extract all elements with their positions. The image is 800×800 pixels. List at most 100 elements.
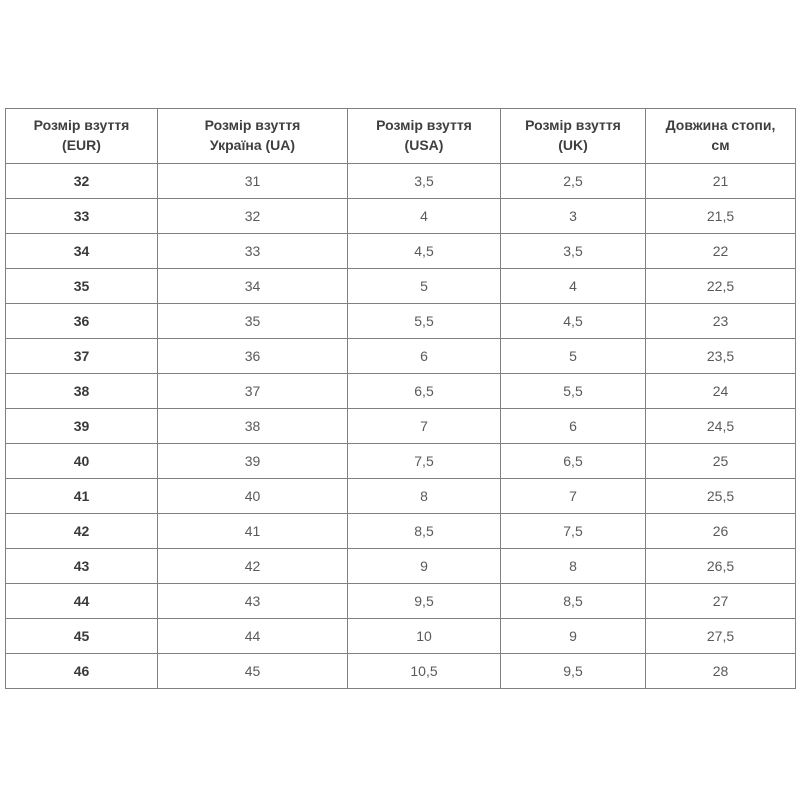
table-cell: 7 bbox=[500, 478, 646, 514]
table-cell: 23 bbox=[645, 303, 796, 339]
column-header-line: см bbox=[711, 137, 730, 153]
table-cell: 4 bbox=[500, 268, 646, 304]
table-cell: 2,5 bbox=[500, 163, 646, 199]
table-cell: 41 bbox=[157, 513, 348, 549]
table-cell: 7 bbox=[347, 408, 501, 444]
table-cell: 35 bbox=[157, 303, 348, 339]
table-cell: 7,5 bbox=[347, 443, 501, 479]
table-row: 38 37 6,5 5,5 24 bbox=[5, 373, 796, 409]
table-row: 34 33 4,5 3,5 22 bbox=[5, 233, 796, 269]
table-row: 32 31 3,5 2,5 21 bbox=[5, 163, 796, 199]
table-cell: 40 bbox=[5, 443, 158, 479]
table-cell: 34 bbox=[5, 233, 158, 269]
table-cell: 46 bbox=[5, 653, 158, 689]
table-cell: 25,5 bbox=[645, 478, 796, 514]
table-cell: 45 bbox=[5, 618, 158, 654]
table-cell: 6 bbox=[347, 338, 501, 374]
table-cell: 8 bbox=[347, 478, 501, 514]
table-cell: 22,5 bbox=[645, 268, 796, 304]
column-header: Розмір взуття Україна (UA) bbox=[157, 108, 348, 164]
table-cell: 42 bbox=[157, 548, 348, 584]
table-row: 33 32 4 3 21,5 bbox=[5, 198, 796, 234]
table-cell: 43 bbox=[157, 583, 348, 619]
table-cell: 43 bbox=[5, 548, 158, 584]
table-row: 39 38 7 6 24,5 bbox=[5, 408, 796, 444]
table-cell: 3,5 bbox=[500, 233, 646, 269]
table-row: 42 41 8,5 7,5 26 bbox=[5, 513, 796, 549]
table-cell: 8 bbox=[500, 548, 646, 584]
column-header-line: Довжина стопи, bbox=[665, 117, 776, 134]
column-header: Довжина стопи, см bbox=[645, 108, 796, 164]
table-cell: 37 bbox=[5, 338, 158, 374]
table-cell: 36 bbox=[157, 338, 348, 374]
shoe-size-table: Розмір взуття (EUR) Розмір взуття Україна (… bbox=[5, 108, 796, 689]
table-cell: 10 bbox=[347, 618, 501, 654]
table-cell: 22 bbox=[645, 233, 796, 269]
table-cell: 40 bbox=[157, 478, 348, 514]
table-cell: 3 bbox=[500, 198, 646, 234]
table-body: 32 31 3,5 2,5 21 33 32 4 3 21,5 34 33 4,5 3,5 22 35 34 5 4… bbox=[5, 163, 796, 689]
table-cell: 5 bbox=[347, 268, 501, 304]
table-cell: 4,5 bbox=[347, 233, 501, 269]
table-cell: 9 bbox=[347, 548, 501, 584]
table-cell: 6,5 bbox=[500, 443, 646, 479]
column-header: Розмір взуття (UK) bbox=[500, 108, 646, 164]
table-cell: 26 bbox=[645, 513, 796, 549]
table-cell: 4,5 bbox=[500, 303, 646, 339]
table-cell: 34 bbox=[157, 268, 348, 304]
table-cell: 39 bbox=[5, 408, 158, 444]
table-cell: 32 bbox=[157, 198, 348, 234]
column-header-line: Розмір взуття bbox=[525, 117, 621, 134]
table-cell: 33 bbox=[157, 233, 348, 269]
table-cell: 35 bbox=[5, 268, 158, 304]
table-row: 36 35 5,5 4,5 23 bbox=[5, 303, 796, 339]
table-cell: 31 bbox=[157, 163, 348, 199]
table-cell: 36 bbox=[5, 303, 158, 339]
table-cell: 9 bbox=[500, 618, 646, 654]
table-cell: 6 bbox=[500, 408, 646, 444]
table-row: 43 42 9 8 26,5 bbox=[5, 548, 796, 584]
table-cell: 7,5 bbox=[500, 513, 646, 549]
table-cell: 8,5 bbox=[500, 583, 646, 619]
table-cell: 5,5 bbox=[500, 373, 646, 409]
size-table-container: Розмір взуття (EUR) Розмір взуття Україна (… bbox=[5, 108, 796, 689]
column-header-line: (UK) bbox=[558, 137, 588, 153]
column-header-line: (EUR) bbox=[62, 137, 101, 153]
table-row: 40 39 7,5 6,5 25 bbox=[5, 443, 796, 479]
table-cell: 8,5 bbox=[347, 513, 501, 549]
table-cell: 5 bbox=[500, 338, 646, 374]
header-row: Розмір взуття (EUR) Розмір взуття Україна (… bbox=[5, 108, 796, 164]
table-cell: 32 bbox=[5, 163, 158, 199]
table-cell: 45 bbox=[157, 653, 348, 689]
table-cell: 41 bbox=[5, 478, 158, 514]
table-cell: 44 bbox=[5, 583, 158, 619]
table-cell: 6,5 bbox=[347, 373, 501, 409]
table-cell: 4 bbox=[347, 198, 501, 234]
table-row: 41 40 8 7 25,5 bbox=[5, 478, 796, 514]
table-row: 45 44 10 9 27,5 bbox=[5, 618, 796, 654]
table-cell: 39 bbox=[157, 443, 348, 479]
table-row: 44 43 9,5 8,5 27 bbox=[5, 583, 796, 619]
table-cell: 27 bbox=[645, 583, 796, 619]
table-cell: 25 bbox=[645, 443, 796, 479]
table-row: 46 45 10,5 9,5 28 bbox=[5, 653, 796, 689]
table-cell: 10,5 bbox=[347, 653, 501, 689]
column-header-line: Розмір взуття bbox=[376, 117, 472, 134]
table-cell: 33 bbox=[5, 198, 158, 234]
column-header-line: Україна (UA) bbox=[209, 137, 296, 153]
column-header-line: Розмір взуття bbox=[204, 117, 301, 134]
table-cell: 26,5 bbox=[645, 548, 796, 584]
table-cell: 21,5 bbox=[645, 198, 796, 234]
column-header: Розмір взуття (USA) bbox=[347, 108, 501, 164]
column-header-line: (USA) bbox=[404, 137, 444, 153]
column-header-line: Розмір взуття bbox=[33, 117, 130, 134]
table-cell: 38 bbox=[5, 373, 158, 409]
table-cell: 37 bbox=[157, 373, 348, 409]
table-cell: 27,5 bbox=[645, 618, 796, 654]
table-cell: 21 bbox=[645, 163, 796, 199]
table-cell: 5,5 bbox=[347, 303, 501, 339]
table-row: 37 36 6 5 23,5 bbox=[5, 338, 796, 374]
table-cell: 9,5 bbox=[347, 583, 501, 619]
table-cell: 24,5 bbox=[645, 408, 796, 444]
